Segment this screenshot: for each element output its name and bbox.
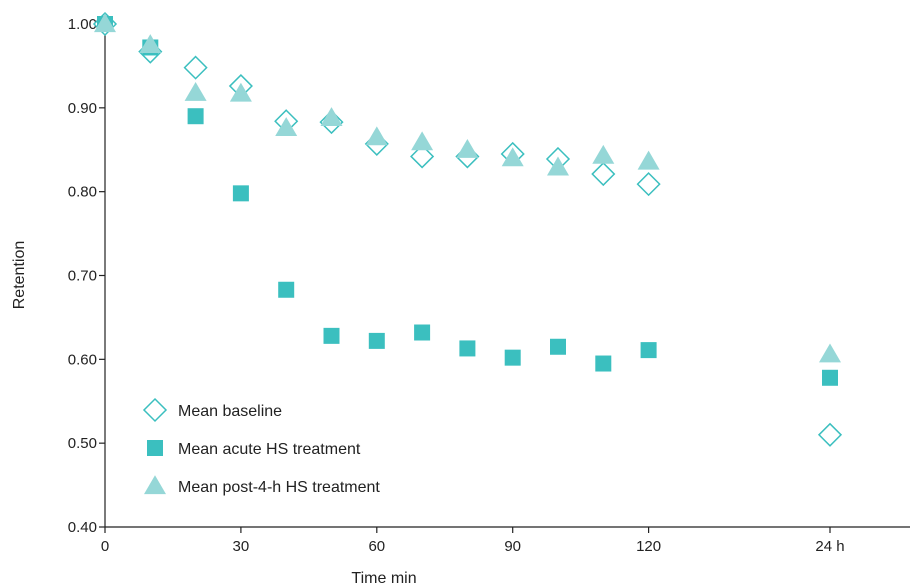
x-tick-label: 24 h bbox=[815, 538, 844, 555]
baseline-point bbox=[636, 172, 661, 197]
data-points bbox=[92, 11, 843, 447]
y-tick-label: 0.60 bbox=[68, 351, 97, 368]
acute-hs-point bbox=[640, 342, 657, 359]
post-4h-hs-point bbox=[637, 150, 660, 170]
legend: Mean baseline Mean acute HS treatment Mean… bbox=[142, 397, 380, 496]
acute-hs-point bbox=[232, 185, 249, 202]
baseline-point bbox=[183, 55, 208, 80]
x-tick-label: 0 bbox=[101, 538, 109, 555]
x-tick-label: 120 bbox=[636, 538, 661, 555]
x-axis-title: Time min bbox=[351, 570, 416, 587]
acute-hs-point bbox=[187, 108, 204, 125]
y-tick-label: 0.50 bbox=[68, 435, 97, 452]
post-4h-hs-point bbox=[411, 131, 434, 151]
x-tick-label: 90 bbox=[504, 538, 521, 555]
post-4h-hs-point bbox=[819, 343, 841, 363]
x-tick-label: 60 bbox=[368, 538, 385, 555]
post-4h-hs-point bbox=[229, 82, 252, 102]
post-4h-hs-point bbox=[547, 156, 569, 176]
post-4h-hs-point bbox=[94, 13, 116, 33]
legend-label: Mean post-4-h HS treatment bbox=[178, 479, 380, 496]
y-tick-label: 0.40 bbox=[68, 519, 97, 536]
acute-hs-point bbox=[459, 340, 476, 357]
post-4h-hs-point bbox=[320, 107, 343, 126]
x-tick-label: 30 bbox=[233, 538, 250, 555]
y-axis-ticks: 0.40 0.50 0.60 0.70 0.80 0.90 1.00 bbox=[68, 16, 105, 536]
legend-triangle-icon bbox=[144, 475, 166, 495]
acute-hs-point bbox=[323, 327, 340, 344]
post-4h-hs-point bbox=[139, 34, 162, 54]
y-axis-title: Retention bbox=[11, 241, 28, 310]
baseline-point bbox=[410, 144, 435, 169]
y-tick-label: 0.90 bbox=[68, 100, 97, 117]
y-tick-label: 1.00 bbox=[68, 16, 97, 33]
acute-hs-point bbox=[822, 369, 838, 386]
acute-hs-point bbox=[595, 355, 612, 372]
post-4h-hs-point bbox=[365, 126, 388, 146]
legend-label: Mean acute HS treatment bbox=[178, 441, 361, 458]
legend-label: Mean baseline bbox=[178, 403, 282, 420]
acute-hs-point bbox=[368, 332, 385, 349]
legend-diamond-icon bbox=[142, 397, 168, 423]
baseline-point bbox=[817, 422, 843, 447]
x-axis-ticks: 0 30 60 90 120 24 h bbox=[101, 527, 845, 555]
legend-square-icon bbox=[147, 440, 163, 456]
y-tick-label: 0.70 bbox=[68, 268, 97, 285]
post-4h-hs-point bbox=[592, 144, 615, 164]
y-tick-label: 0.80 bbox=[68, 184, 97, 201]
acute-hs-point bbox=[504, 349, 521, 366]
post-4h-hs-point bbox=[184, 81, 207, 101]
acute-hs-point bbox=[550, 338, 566, 355]
post-4h-hs-point bbox=[501, 147, 524, 167]
baseline-point bbox=[591, 162, 616, 187]
post-4h-hs-point bbox=[275, 117, 298, 137]
acute-hs-point bbox=[414, 324, 431, 341]
acute-hs-point bbox=[278, 281, 295, 298]
post-4h-hs-point bbox=[456, 138, 479, 158]
